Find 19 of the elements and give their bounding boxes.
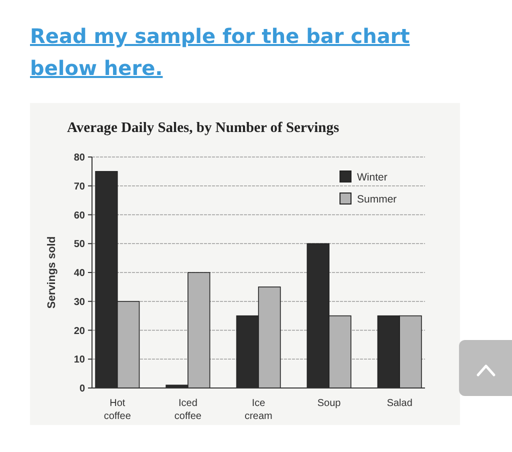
y-tick-label: 20 — [74, 326, 86, 337]
legend-label: Summer — [357, 194, 398, 206]
x-tick-label: Hot coffee — [104, 398, 132, 422]
y-tick-label: 50 — [74, 239, 86, 250]
y-tick-label: 10 — [74, 354, 86, 366]
chart-title: Average Daily Sales, by Number of Servings — [67, 120, 340, 136]
y-tick-label: 80 — [74, 152, 86, 164]
x-tick-label: Ice cream — [244, 398, 272, 422]
text: Read my sample for the bar chart below here. — [30, 23, 411, 82]
y-tick-label: 30 — [74, 296, 86, 308]
x-tick-label: Salad — [386, 398, 412, 409]
y-tick-label: 60 — [74, 210, 86, 222]
x-tick-label: Iced coffee — [174, 398, 202, 422]
y-tick-label: 40 — [74, 268, 86, 279]
y-tick-label: 70 — [74, 181, 86, 192]
legend-label: Winter — [357, 172, 388, 184]
y-tick-label: 0 — [79, 384, 86, 394]
x-tick-label: Soup — [317, 398, 342, 409]
y-axis-title: Servings sold — [46, 236, 58, 309]
